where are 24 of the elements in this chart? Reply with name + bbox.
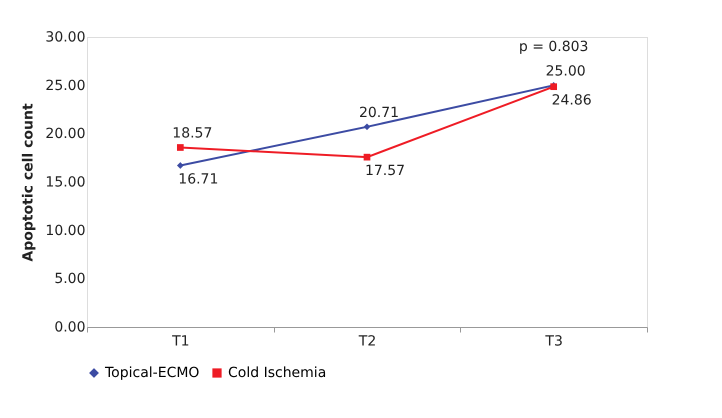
x-tick-label: T1 [171,334,190,350]
data-label: 20.71 [358,104,400,121]
point [364,123,370,130]
y-axis-title: Apoptotic cell count [20,103,36,262]
y-tick-label: 10.00 [45,222,86,239]
y-tick-label: 15.00 [45,174,86,190]
x-tick-label: T2 [358,334,376,350]
x-tick-label: T3 [544,334,563,350]
data-label: 18.57 [172,125,212,142]
point [176,144,184,151]
data-label: 16.71 [178,171,218,188]
legend-label: Topical-ECMO [104,365,200,381]
point [176,162,184,169]
annotation: p = 0.803 [518,39,588,55]
point [364,154,370,161]
y-tick-label: 5.00 [54,271,86,288]
data-label: 25.00 [546,63,586,80]
legend-label: Cold Ischemia [228,365,326,381]
y-tick-label: 0.00 [54,320,86,336]
y-tick-label: 20.00 [45,126,86,142]
data-label: 24.86 [552,92,592,109]
y-tick-label: 30.00 [45,30,86,46]
data-label: 17.57 [364,163,406,180]
y-tick-label: 25.00 [45,78,86,94]
